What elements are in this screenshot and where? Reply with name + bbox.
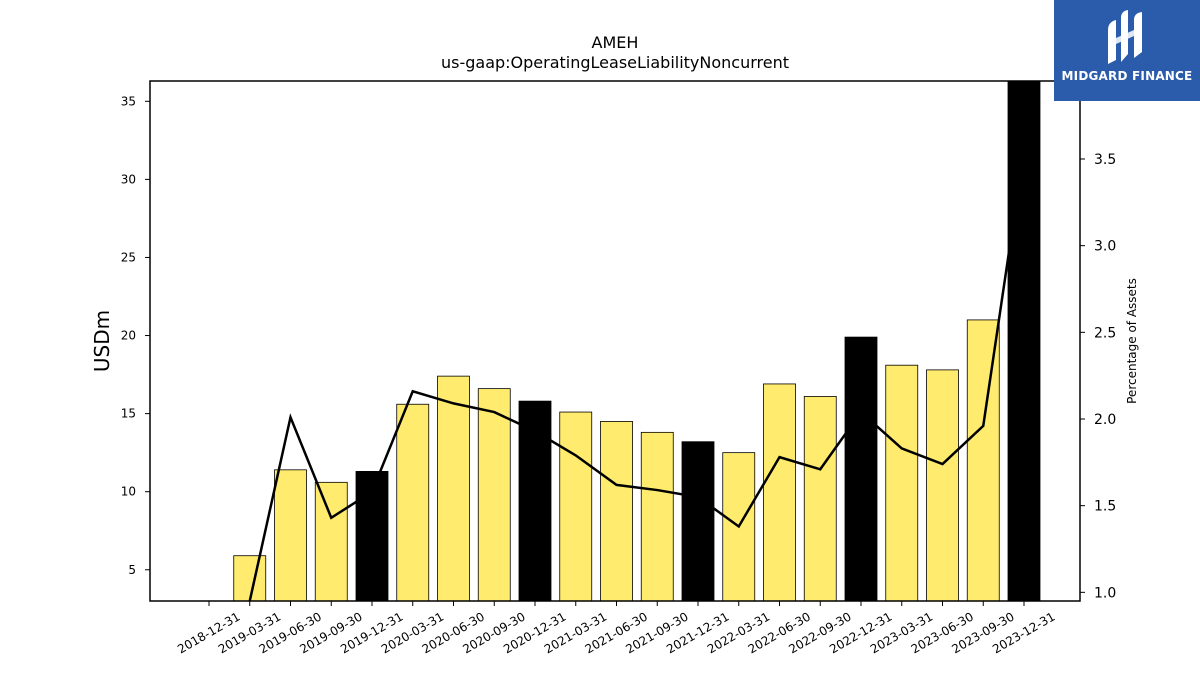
chart-title: AMEH [592,33,639,52]
y2-axis-label: Percentage of Assets [1125,278,1139,404]
y-tick-label: 35 [121,94,136,108]
y-tick-label: 10 [121,485,136,499]
midgard-logo-icon [1108,10,1142,64]
bar-2019-06-30 [274,469,307,602]
plot-frame [149,80,1081,602]
y2-axis-ticks: 1.0 1.5 2.0 2.5 3.0 3.5 [1080,152,1116,601]
bar-2020-03-31 [396,403,430,602]
y-axis-label: USDm [90,310,114,372]
bar-2023-06-30 [926,369,959,602]
bar-2022-06-30 [763,383,796,602]
y2-tick-label: 1.0 [1094,585,1116,601]
bar-2019-03-31 [233,555,267,602]
bar-2022-09-30 [803,396,837,602]
bar-2023-12-31 [1007,80,1041,602]
y-tick-label: 20 [121,329,136,343]
bar-2019-09-30 [314,481,348,602]
line-percentage-of-assets [248,150,1026,601]
bar-2021-03-31 [559,411,593,602]
chart-subtitle: us-gaap:OperatingLeaseLiabilityNoncurren… [441,53,789,72]
y-axis-ticks: 5 10 15 20 25 30 35 [121,94,150,577]
y2-tick-label: 2.5 [1094,325,1116,341]
bar-2023-09-30 [966,319,1000,602]
y2-tick-label: 3.5 [1094,152,1116,168]
y2-tick-label: 1.5 [1094,499,1116,515]
line-series [248,150,1026,601]
y-tick-label: 15 [121,407,136,421]
y2-tick-label: 3.0 [1094,239,1116,255]
bar-2021-06-30 [600,421,633,602]
y-tick-label: 30 [121,172,136,186]
y-tick-label: 5 [128,563,136,577]
bar-2021-09-30 [640,431,674,602]
bar-series [233,80,1041,602]
y-tick-label: 25 [121,250,136,264]
bar-2023-03-31 [885,364,919,602]
bar-2022-12-31 [844,336,878,602]
y2-tick-label: 2.0 [1094,412,1116,428]
logo-text: MIDGARD FINANCE [1061,69,1193,83]
midgard-finance-logo: MIDGARD FINANCE [1054,0,1200,101]
x-axis-ticks: 2018-12-312019-03-312019-06-302019-09-30… [175,601,1058,656]
bar-2021-12-31 [681,441,715,602]
bar-2020-06-30 [437,375,470,602]
bar-2020-09-30 [477,388,511,602]
bar-2020-12-31 [518,400,552,602]
